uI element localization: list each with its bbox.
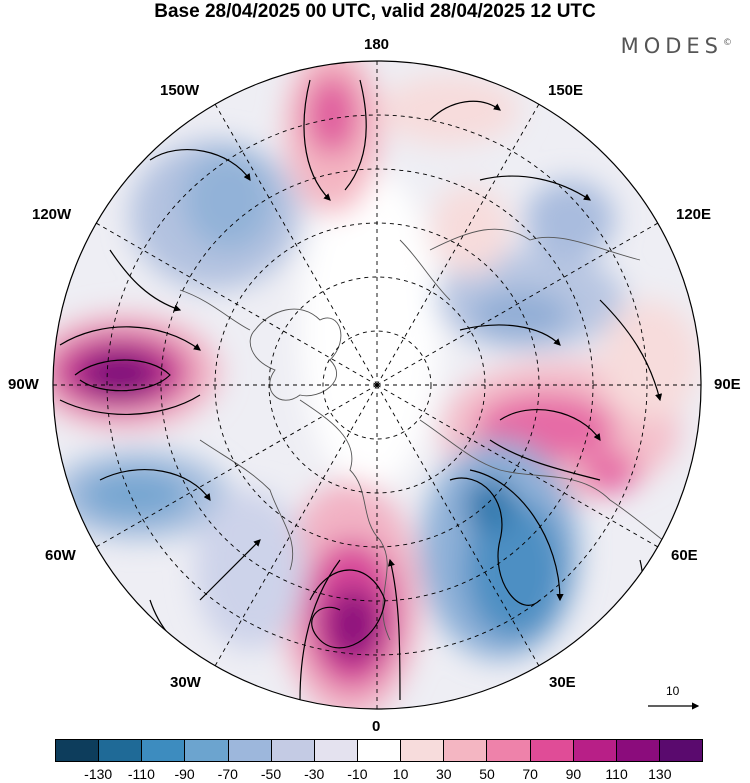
lon-label-90e: 90E	[714, 376, 741, 393]
lon-label-150w: 150W	[160, 82, 200, 99]
colorbar-tick-label: -30	[304, 766, 325, 782]
colorbar-tick-label: -130	[84, 766, 113, 782]
lon-label-120w: 120W	[32, 206, 72, 223]
colorbar-box	[486, 740, 530, 761]
colorbar-box	[529, 740, 573, 761]
colorbar-box	[141, 740, 185, 761]
projection-boundary	[52, 60, 702, 710]
graticule	[53, 61, 701, 709]
colorbar-tick-label: 50	[479, 766, 495, 782]
colorbar-tick-label: -110	[127, 766, 155, 782]
colorbar-box	[400, 740, 444, 761]
colorbar-box	[615, 740, 659, 761]
colorbar-box	[443, 740, 487, 761]
colorbar-tick-label: 110	[605, 766, 628, 782]
colorbar-tick-label: -70	[217, 766, 238, 782]
colorbar-box	[184, 740, 228, 761]
colorbar-box	[313, 740, 357, 761]
lon-label-30e: 30E	[549, 674, 576, 691]
colorbar-tick-label: 70	[522, 766, 538, 782]
colorbar-box	[56, 740, 99, 761]
modes-logo: MODES©	[620, 34, 732, 58]
lon-label-60e: 60E	[671, 547, 698, 564]
lon-label-30w: 30W	[170, 674, 201, 691]
colorbar-box	[572, 740, 616, 761]
reference-vector-label: 10	[666, 684, 680, 698]
colorbar-box	[356, 740, 401, 761]
colorbar-tick-label: -50	[260, 766, 282, 782]
colorbar-tick-label: -10	[347, 766, 368, 782]
lon-label-0: 0	[372, 718, 381, 735]
lon-label-150e: 150E	[548, 82, 584, 99]
chart-title: Base 28/04/2025 00 UTC, valid 28/04/2025…	[154, 1, 596, 22]
colorbar-box	[658, 740, 703, 761]
colorbar-tick-label: 130	[648, 766, 672, 782]
coastlines	[179, 228, 691, 641]
colorbar-box	[98, 740, 142, 761]
lon-label-180: 180	[364, 36, 390, 53]
colorbar-tick-label: -90	[174, 766, 195, 782]
colorbar-tick-label: 10	[392, 766, 409, 782]
lon-label-120e: 120E	[676, 206, 712, 223]
copyright-mark: ©	[723, 38, 732, 48]
colorbar-box	[270, 740, 314, 761]
lon-label-90w: 90W	[8, 376, 39, 393]
colorbar-box	[227, 740, 271, 761]
colorbar-tick-label: 30	[436, 766, 452, 782]
colorbar-tick-label: 90	[565, 766, 582, 782]
anomaly-field	[53, 61, 701, 709]
lon-label-60w: 60W	[45, 547, 76, 564]
colorbar	[55, 739, 703, 762]
